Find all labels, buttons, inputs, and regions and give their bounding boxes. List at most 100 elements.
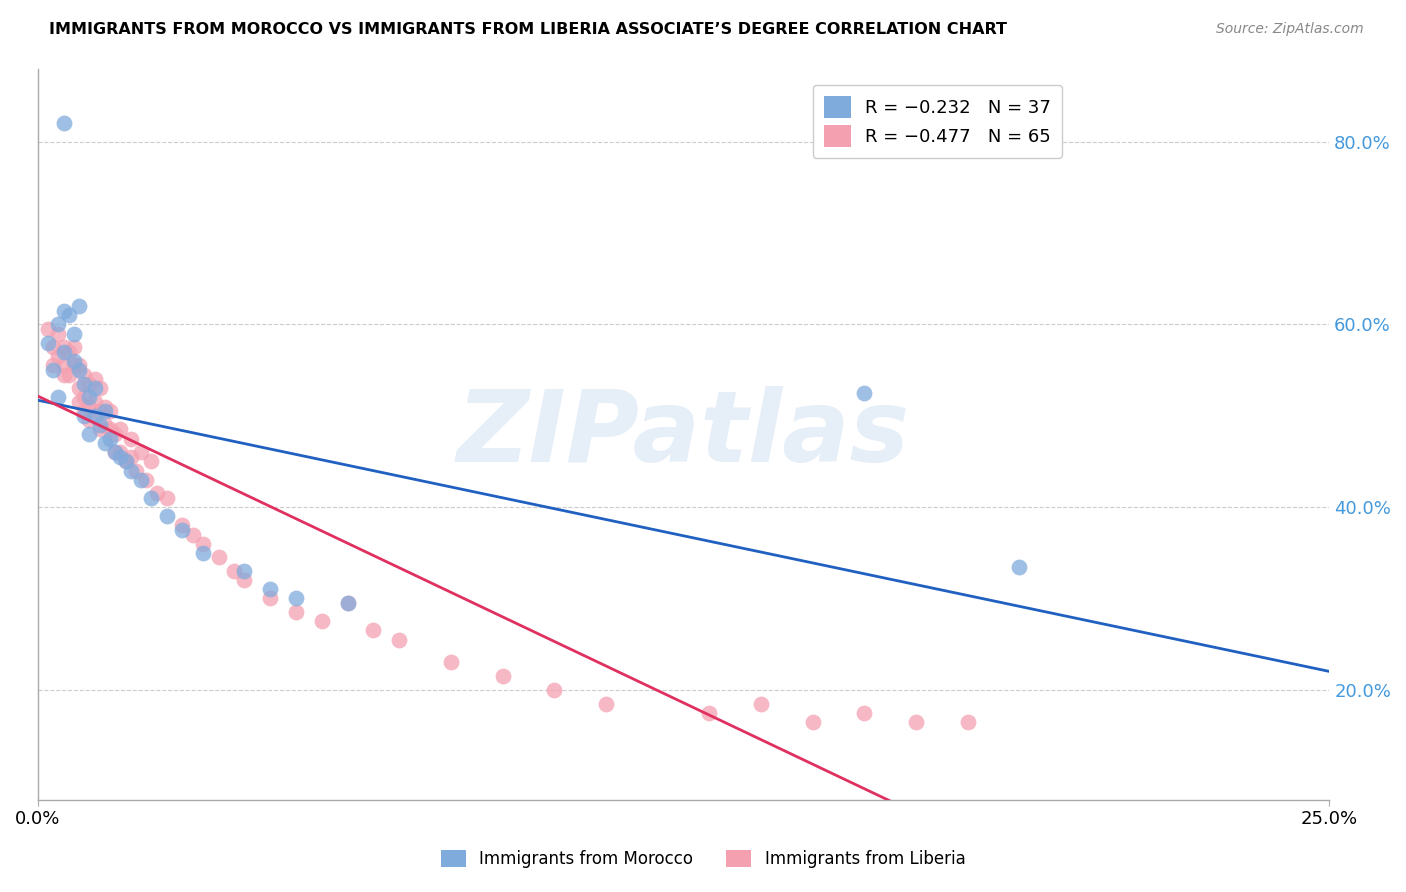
Point [110, 450, 132, 464]
Point [83, 381, 105, 395]
Point [135, 473, 157, 487]
Point [697, 706, 720, 720]
Point [120, 432, 142, 446]
Point [48, 349, 70, 363]
Point [58, 344, 80, 359]
Point [52, 344, 75, 359]
Point [94, 400, 117, 414]
Point [79, 400, 101, 414]
Point [853, 385, 876, 400]
Point [89, 417, 111, 432]
Point [37, 322, 59, 336]
Point [801, 714, 824, 729]
Point [141, 491, 163, 505]
Point [73, 404, 96, 418]
Point [233, 573, 256, 587]
Point [73, 368, 96, 382]
Point [67, 299, 90, 313]
Point [63, 359, 86, 373]
Point [83, 409, 105, 423]
Point [120, 464, 142, 478]
Point [336, 596, 359, 610]
Point [79, 391, 101, 405]
Point [83, 395, 105, 409]
Point [285, 605, 308, 619]
Point [440, 656, 463, 670]
Legend: Immigrants from Morocco, Immigrants from Liberia: Immigrants from Morocco, Immigrants from… [434, 843, 972, 875]
Point [595, 697, 617, 711]
Point [67, 359, 90, 373]
Point [73, 376, 96, 391]
Point [89, 381, 111, 395]
Point [259, 582, 281, 597]
Point [67, 395, 90, 409]
Point [129, 445, 152, 459]
Point [125, 464, 148, 478]
Point [129, 473, 152, 487]
Point [98, 432, 121, 446]
Point [141, 454, 163, 468]
Point [52, 340, 75, 354]
Point [311, 615, 333, 629]
Point [63, 326, 86, 341]
Point [94, 417, 117, 432]
Point [388, 632, 411, 647]
Point [73, 409, 96, 423]
Legend: R = −0.232   N = 37, R = −0.477   N = 65: R = −0.232 N = 37, R = −0.477 N = 65 [813, 85, 1062, 158]
Point [543, 682, 565, 697]
Point [48, 391, 70, 405]
Point [363, 624, 385, 638]
Point [58, 308, 80, 322]
Point [110, 422, 132, 436]
Point [98, 404, 121, 418]
Point [285, 591, 308, 606]
Point [233, 564, 256, 578]
Point [52, 368, 75, 382]
Point [191, 536, 214, 550]
Point [114, 454, 136, 468]
Point [145, 486, 167, 500]
Point [94, 404, 117, 418]
Text: Source: ZipAtlas.com: Source: ZipAtlas.com [1216, 22, 1364, 37]
Point [42, 363, 65, 377]
Point [191, 546, 214, 560]
Point [63, 354, 86, 368]
Point [52, 359, 75, 373]
Point [104, 445, 127, 459]
Point [73, 391, 96, 405]
Point [48, 318, 70, 332]
Point [48, 326, 70, 341]
Point [42, 359, 65, 373]
Point [104, 427, 127, 442]
Point [67, 363, 90, 377]
Point [749, 697, 772, 711]
Point [94, 436, 117, 450]
Point [37, 335, 59, 350]
Point [956, 714, 979, 729]
Point [79, 413, 101, 427]
Point [492, 669, 515, 683]
Point [336, 596, 359, 610]
Point [904, 714, 927, 729]
Point [207, 550, 229, 565]
Point [98, 422, 121, 436]
Point [89, 422, 111, 436]
Point [156, 491, 179, 505]
Text: IMMIGRANTS FROM MOROCCO VS IMMIGRANTS FROM LIBERIA ASSOCIATE’S DEGREE CORRELATIO: IMMIGRANTS FROM MOROCCO VS IMMIGRANTS FR… [49, 22, 1007, 37]
Text: ZIPatlas: ZIPatlas [457, 385, 910, 483]
Point [259, 591, 281, 606]
Point [222, 564, 245, 578]
Point [853, 706, 876, 720]
Point [156, 509, 179, 524]
Point [63, 340, 86, 354]
Point [67, 381, 90, 395]
Point [83, 372, 105, 386]
Point [52, 116, 75, 130]
Point [89, 404, 111, 418]
Point [114, 454, 136, 468]
Point [79, 427, 101, 442]
Point [181, 527, 204, 541]
Point [42, 340, 65, 354]
Point [52, 303, 75, 318]
Point [58, 368, 80, 382]
